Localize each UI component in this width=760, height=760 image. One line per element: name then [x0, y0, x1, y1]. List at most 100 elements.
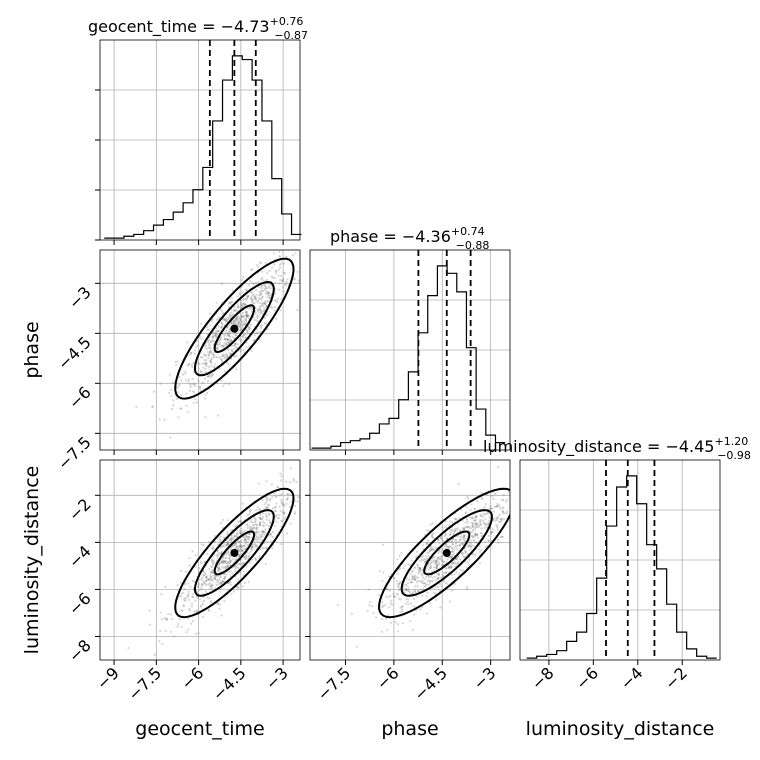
scatter-point	[409, 581, 413, 584]
scatter-point	[289, 494, 292, 497]
scatter-point	[492, 498, 495, 501]
scatter-point	[506, 510, 509, 513]
scatter-point	[418, 570, 421, 573]
scatter-point	[447, 545, 450, 549]
scatter-point	[274, 495, 277, 498]
scatter-point	[226, 333, 229, 336]
scatter-point	[435, 566, 438, 569]
scatter-point	[490, 532, 493, 536]
scatter-point	[413, 590, 416, 593]
scatter-point	[451, 521, 454, 524]
scatter-point	[454, 542, 457, 545]
scatter-point	[258, 524, 262, 528]
scatter-point	[257, 294, 260, 297]
scatter-point	[207, 375, 210, 378]
scatter-point	[396, 585, 399, 589]
scatter-point	[462, 555, 465, 559]
scatter-point	[164, 629, 167, 633]
scatter-point	[442, 560, 446, 564]
scatter-point	[266, 541, 269, 544]
scatter-point	[207, 608, 210, 612]
scatter-point	[502, 494, 505, 497]
scatter-point	[228, 538, 232, 542]
scatter-point	[431, 557, 434, 560]
scatter-point	[185, 631, 188, 634]
scatter-point	[251, 548, 254, 551]
scatter-point	[237, 306, 240, 309]
scatter-point	[423, 577, 426, 581]
scatter-point	[239, 323, 242, 326]
scatter-point	[241, 315, 244, 318]
scatter-point	[409, 563, 412, 567]
scatter-point	[471, 530, 474, 533]
scatter-point	[254, 519, 257, 522]
scatter-point	[184, 571, 188, 574]
scatter-point	[418, 567, 421, 570]
scatter-point	[395, 592, 398, 595]
scatter-point	[212, 365, 215, 369]
scatter-point	[172, 635, 176, 638]
scatter-point	[268, 499, 271, 502]
scatter-point	[255, 546, 258, 549]
scatter-point	[450, 565, 453, 569]
scatter-point	[240, 539, 243, 543]
scatter-point	[499, 518, 502, 521]
scatter-point	[478, 524, 481, 527]
scatter-point	[286, 278, 289, 281]
scatter-point	[432, 560, 435, 563]
scatter-point	[473, 535, 476, 538]
scatter-point	[314, 482, 316, 484]
scatter-point	[231, 300, 234, 303]
scatter-point	[222, 344, 225, 347]
scatter-point	[228, 557, 231, 560]
scatter-point	[389, 622, 392, 625]
scatter-point	[216, 554, 219, 557]
scatter-point	[200, 543, 203, 546]
scatter-point	[216, 579, 219, 582]
scatter-point	[234, 309, 237, 312]
scatter-point	[488, 516, 491, 519]
scatter-2-xtick-label: −7.5	[313, 663, 354, 704]
scatter-point	[275, 495, 278, 498]
scatter-point	[417, 576, 420, 579]
scatter-point	[408, 590, 411, 594]
scatter-point	[214, 335, 217, 339]
scatter-point	[259, 518, 262, 521]
scatter-point	[480, 527, 483, 530]
scatter-point	[165, 618, 169, 622]
scatter-point	[191, 365, 194, 369]
scatter-point	[426, 612, 429, 615]
scatter-point	[218, 566, 221, 569]
scatter-point	[258, 338, 261, 341]
panel-frame	[99, 459, 301, 661]
scatter-point	[283, 272, 287, 275]
scatter-point	[274, 515, 277, 518]
scatter-point	[252, 302, 255, 305]
scatter-point	[473, 508, 476, 511]
scatter-point	[480, 496, 483, 499]
scatter-point	[487, 522, 490, 525]
scatter-point	[259, 304, 263, 308]
scatter-point	[466, 560, 469, 564]
scatter-point	[211, 583, 214, 586]
scatter-point	[248, 555, 251, 558]
scatter-point	[208, 567, 211, 571]
scatter-point	[254, 518, 257, 521]
scatter-point	[502, 498, 505, 502]
scatter-point	[231, 537, 234, 540]
scatter-point	[261, 530, 264, 533]
scatter-point	[159, 611, 162, 614]
scatter-point	[250, 547, 253, 550]
scatter-point	[191, 595, 194, 599]
scatter-point	[461, 552, 464, 555]
scatter-point	[217, 317, 220, 320]
scatter-point	[387, 606, 391, 609]
scatter-point	[178, 618, 181, 621]
scatter-point	[420, 558, 423, 562]
scatter-point	[246, 315, 249, 318]
scatter-point	[163, 617, 166, 620]
scatter-point	[426, 571, 429, 574]
scatter-point	[444, 567, 447, 570]
scatter-point	[232, 313, 235, 316]
scatter-point	[434, 546, 437, 549]
